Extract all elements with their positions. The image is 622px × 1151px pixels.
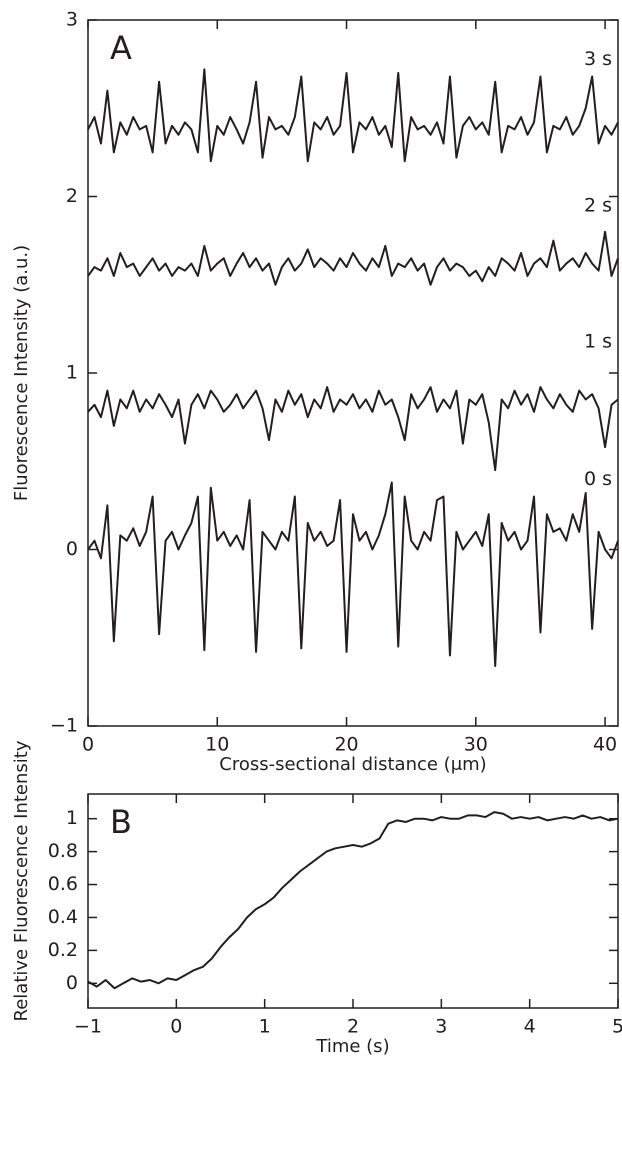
x-tick-label: 1	[259, 1016, 271, 1038]
x-axis-label: Cross-sectional distance (μm)	[219, 754, 486, 775]
x-tick-label: −1	[74, 1016, 102, 1038]
data-line	[87, 811, 619, 990]
x-tick-label: 40	[593, 734, 617, 756]
y-tick-label: 0	[66, 538, 78, 560]
series-label: 0 s	[584, 468, 612, 490]
x-tick-label: 10	[205, 734, 229, 756]
y-axis-label: Relative Fluorescence Intensity	[11, 740, 32, 1021]
data-line	[87, 386, 619, 472]
series-label: 2 s	[584, 194, 612, 216]
series-label: 1 s	[584, 330, 612, 352]
x-tick-label: 0	[170, 1016, 182, 1038]
plot-frame	[87, 793, 619, 1009]
y-tick-label: 0	[66, 972, 78, 994]
panel-label: A	[110, 29, 132, 67]
y-tick-label: 3	[66, 9, 78, 31]
series-label: 3 s	[584, 48, 612, 70]
panel-label: B	[110, 803, 132, 841]
y-tick-label: 0.2	[48, 939, 78, 961]
data-line	[87, 481, 619, 667]
x-tick-label: 4	[524, 1016, 536, 1038]
data-line	[87, 230, 619, 286]
plot-frame	[87, 19, 619, 727]
x-tick-label: 20	[334, 734, 358, 756]
y-tick-label: 0.8	[48, 840, 78, 862]
y-tick-label: 2	[66, 185, 78, 207]
y-tick-label: 1	[66, 362, 78, 384]
y-tick-label: 0.4	[48, 906, 78, 928]
x-tick-label: 0	[82, 734, 94, 756]
x-tick-label: 30	[464, 734, 488, 756]
x-tick-label: 5	[612, 1016, 622, 1038]
x-tick-label: 2	[347, 1016, 359, 1038]
y-tick-label: 1	[66, 807, 78, 829]
data-line	[87, 68, 619, 163]
x-axis-label: Time (s)	[315, 1036, 389, 1057]
x-tick-label: 3	[435, 1016, 447, 1038]
y-axis-label: Fluorescence Intensity (a.u.)	[11, 245, 32, 501]
y-tick-label: 0.6	[48, 873, 78, 895]
y-tick-label: −1	[50, 715, 78, 737]
